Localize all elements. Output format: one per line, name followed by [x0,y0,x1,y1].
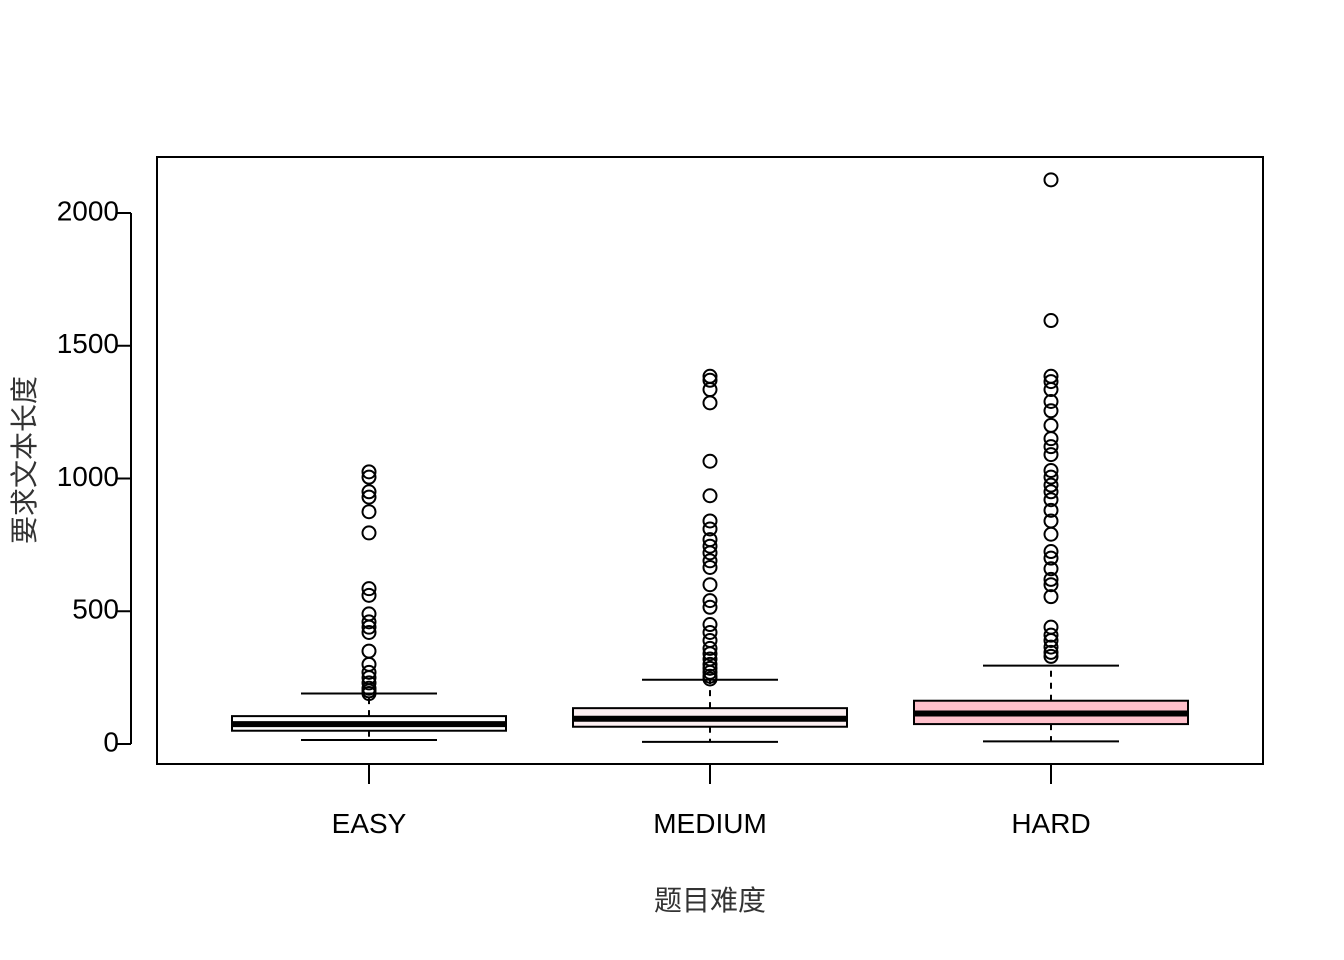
outlier-point [361,484,377,500]
y-tick-label: 0 [103,726,119,757]
outlier-point [361,656,377,672]
outlier-point [1043,447,1059,463]
x-axis-title: 题目难度 [654,884,766,917]
outlier-point [1043,550,1059,566]
x-tick-label-hard: HARD [1011,808,1090,839]
outlier-point [1043,492,1059,508]
outlier-point [702,632,718,648]
outlier-point [702,372,718,388]
outlier-point [1043,571,1059,587]
outlier-point [702,577,718,593]
y-tick-label: 2000 [57,195,119,226]
outlier-point [1043,403,1059,419]
outlier-point [1043,513,1059,529]
outlier-point [1043,394,1059,410]
outlier-point [702,624,718,640]
outlier-point [1043,477,1059,493]
outlier-point [1043,431,1059,447]
outlier-point [702,368,718,384]
y-tick-label: 1000 [57,461,119,492]
outlier-point [1043,639,1059,655]
outlier-point [361,469,377,485]
boxes [231,172,1189,743]
box-hard [913,172,1189,743]
outlier-point [1043,619,1059,635]
outlier-point [1043,417,1059,433]
outlier-point [361,504,377,520]
outlier-point [361,587,377,603]
x-tick-label-easy: EASY [332,808,407,839]
outlier-point [1043,644,1059,660]
outlier-point [1043,561,1059,577]
outlier-point [361,464,377,480]
x-tick-label-medium: MEDIUM [653,808,767,839]
outlier-point [702,656,718,672]
outlier-point [1043,368,1059,384]
outlier-point [702,532,718,548]
outlier-point [1043,502,1059,518]
outlier-point [361,624,377,640]
outlier-point [1043,627,1059,643]
box-easy [231,464,507,742]
outlier-point [1043,484,1059,500]
outlier-point [702,651,718,667]
outlier-point [1043,439,1059,455]
outlier-point [1043,313,1059,329]
outlier-point [361,680,377,696]
outlier-point [1043,526,1059,542]
outlier-point [1043,589,1059,605]
outlier-point [702,538,718,554]
y-axis: 0 500 1000 1500 2000 [57,195,132,757]
outlier-point [361,489,377,505]
outlier-point [702,640,718,656]
box-medium [572,368,848,743]
outlier-point [361,525,377,541]
outlier-point [702,668,718,684]
outlier-point [361,581,377,597]
outlier-point [702,488,718,504]
outlier-point [361,606,377,622]
outlier-point [1043,648,1059,664]
outlier-point [702,513,718,529]
outlier-point [702,599,718,615]
outlier-point [1043,374,1059,390]
outlier-point [702,617,718,633]
outlier-point [1043,577,1059,593]
outlier-point [1043,463,1059,479]
outlier-point [361,664,377,680]
outlier-point [702,559,718,575]
y-tick-label: 1500 [57,328,119,359]
outlier-point [1043,544,1059,560]
outlier-point [702,395,718,411]
y-tick-label: 500 [72,594,119,625]
outlier-point [702,553,718,569]
outlier-point [361,614,377,630]
outlier-point [361,643,377,659]
y-axis-title: 要求文本长度 [8,376,41,544]
outlier-point [702,660,718,676]
outlier-point [702,593,718,609]
x-axis: EASY MEDIUM HARD [332,764,1091,839]
outlier-point [1043,469,1059,485]
outlier-point [702,453,718,469]
outlier-point [702,521,718,537]
outlier-point [1043,172,1059,188]
outlier-point [361,675,377,691]
